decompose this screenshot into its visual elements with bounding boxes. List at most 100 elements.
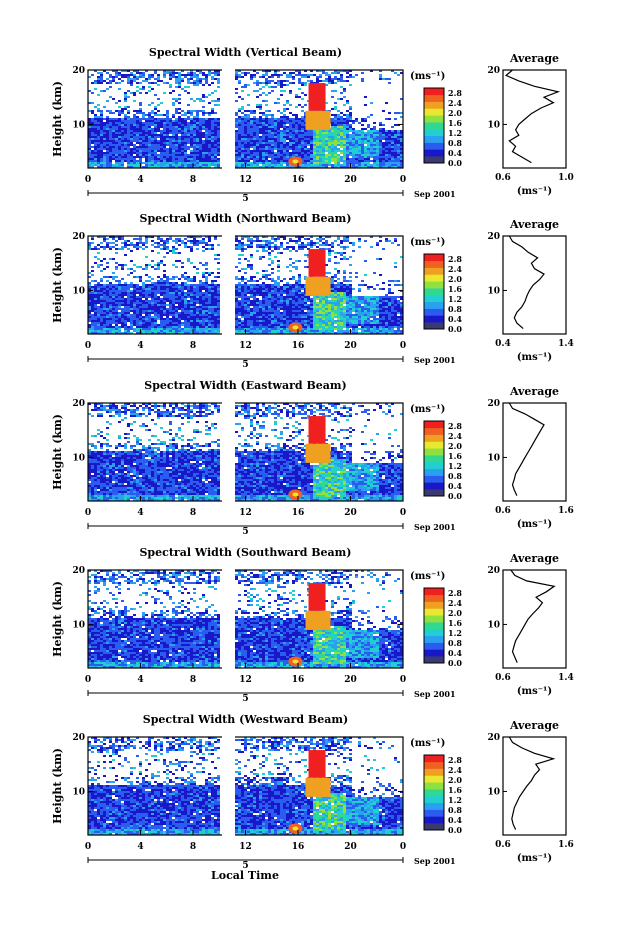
day-label: 5: [242, 194, 248, 204]
data-gap: [222, 569, 235, 669]
y-axis-label: Height (km): [51, 414, 64, 490]
x-tick-label: 4: [137, 675, 143, 685]
colorbar-swatch: [424, 128, 444, 137]
colorbar-swatch: [424, 468, 444, 476]
avg-y-tick-label: 20: [487, 232, 500, 242]
colorbar-swatch: [424, 489, 444, 497]
colorbar-label: 0.8: [448, 138, 462, 148]
convective-core-edge: [305, 777, 331, 797]
colorbar-swatch: [424, 608, 444, 616]
average-title: Average: [509, 218, 559, 231]
x-tick-label: 8: [190, 508, 196, 518]
colorbar-label: 1.6: [448, 785, 462, 795]
average-profile-line: [508, 235, 545, 330]
colorbar-label: 1.6: [448, 284, 462, 294]
colorbar-label: 1.2: [448, 294, 462, 304]
convective-core-edge: [305, 443, 331, 463]
x-tick-label: 8: [190, 842, 196, 852]
panel-2: Spectral Width (Eastward Beam) 20 10 Height…: [51, 379, 574, 537]
x-tick-label: 12: [239, 842, 252, 852]
average-profile-line: [508, 402, 545, 496]
colorbar-swatch: [424, 267, 444, 275]
convective-core: [308, 249, 326, 277]
colorbar-swatch: [424, 642, 444, 650]
colorbar-swatch: [424, 427, 444, 435]
colorbar-swatch: [424, 281, 444, 289]
colorbar-swatch: [424, 635, 444, 643]
heatmap-field: [88, 236, 403, 334]
y-tick-label: 20: [72, 66, 85, 76]
x-tick-label: 0: [85, 341, 91, 351]
colorbar-label: 0.4: [448, 314, 462, 324]
colorbar-swatch: [424, 448, 444, 456]
y-tick-label: 10: [72, 286, 85, 296]
x-tick-label: 8: [190, 675, 196, 685]
panel-title: Spectral Width (Northward Beam): [140, 212, 352, 225]
y-axis-label: Height (km): [51, 81, 64, 157]
colorbar-swatch: [424, 775, 444, 783]
avg-x-tick-label: 0.6: [495, 840, 511, 850]
x-tick-label: 0: [85, 508, 91, 518]
average-frame: [502, 736, 567, 836]
colorbar-swatch: [424, 816, 444, 824]
colorbar-frame: [423, 420, 445, 497]
colorbar-label: 2.0: [448, 441, 462, 451]
x-tick-label: 16: [292, 508, 305, 518]
avg-x-tick-label: 1.6: [558, 506, 574, 516]
colorbar-swatch: [424, 594, 444, 602]
colorbar-unit: (ms⁻¹): [410, 71, 445, 82]
colorbar-swatch: [424, 142, 444, 150]
x-tick-label: 8: [190, 341, 196, 351]
colorbar-swatch: [424, 308, 444, 316]
data-gap: [222, 69, 235, 169]
colorbar-label: 2.8: [448, 588, 462, 598]
avg-x-tick-label: 1.6: [558, 840, 574, 850]
colorbar-label: 2.4: [448, 98, 462, 108]
avg-x-tick-label: 0.6: [495, 673, 511, 683]
colorbar-unit: (ms⁻¹): [410, 571, 445, 582]
colorbar-label: 1.2: [448, 461, 462, 471]
colorbar-swatch: [424, 649, 444, 657]
colorbar-label: 2.0: [448, 108, 462, 118]
colorbar-swatch: [424, 823, 444, 831]
colorbar-swatch: [424, 294, 444, 303]
colorbar-swatch: [424, 809, 444, 817]
panel-3: Spectral Width (Southward Beam) 20 10 Heigh…: [51, 546, 574, 704]
average-unit: (ms⁻¹): [517, 853, 552, 864]
y-tick-label: 10: [72, 453, 85, 463]
colorbar-swatch: [424, 322, 444, 330]
convective-core: [308, 83, 326, 111]
colorbar-swatch: [424, 475, 444, 483]
avg-y-tick-label: 10: [487, 453, 500, 463]
colorbar-swatch: [424, 156, 444, 164]
colorbar-label: 1.6: [448, 118, 462, 128]
colorbar-swatch: [424, 601, 444, 609]
day-label: 5: [242, 527, 248, 537]
y-tick-label: 10: [72, 120, 85, 130]
panel-title: Spectral Width (Vertical Beam): [149, 46, 342, 59]
y-tick-label: 20: [72, 232, 85, 242]
avg-y-tick-label: 20: [487, 66, 500, 76]
avg-y-tick-label: 20: [487, 399, 500, 409]
colorbar-label: 0.8: [448, 638, 462, 648]
colorbar-label: 2.0: [448, 775, 462, 785]
colorbar-swatch: [424, 149, 444, 157]
x-tick-label: 0: [85, 175, 91, 185]
avg-y-tick-label: 10: [487, 286, 500, 296]
colorbar-swatch: [424, 622, 444, 630]
date-label: Sep 2001: [414, 856, 456, 866]
x-tick-label: 4: [137, 341, 143, 351]
colorbar-label: 0.0: [448, 158, 462, 168]
colorbar-label: 0.4: [448, 481, 462, 491]
colorbar-label: 0.0: [448, 491, 462, 501]
colorbar-swatch: [424, 461, 444, 470]
colorbar-swatch: [424, 768, 444, 776]
day-label: 5: [242, 694, 248, 704]
x-tick-label: 20: [344, 175, 357, 185]
x-tick-label: 12: [239, 675, 252, 685]
colorbar-swatch: [424, 782, 444, 790]
colorbar-unit: (ms⁻¹): [410, 237, 445, 248]
colorbar-swatch: [424, 94, 444, 102]
colorbar-swatch: [424, 628, 444, 637]
colorbar-swatch: [424, 254, 444, 262]
